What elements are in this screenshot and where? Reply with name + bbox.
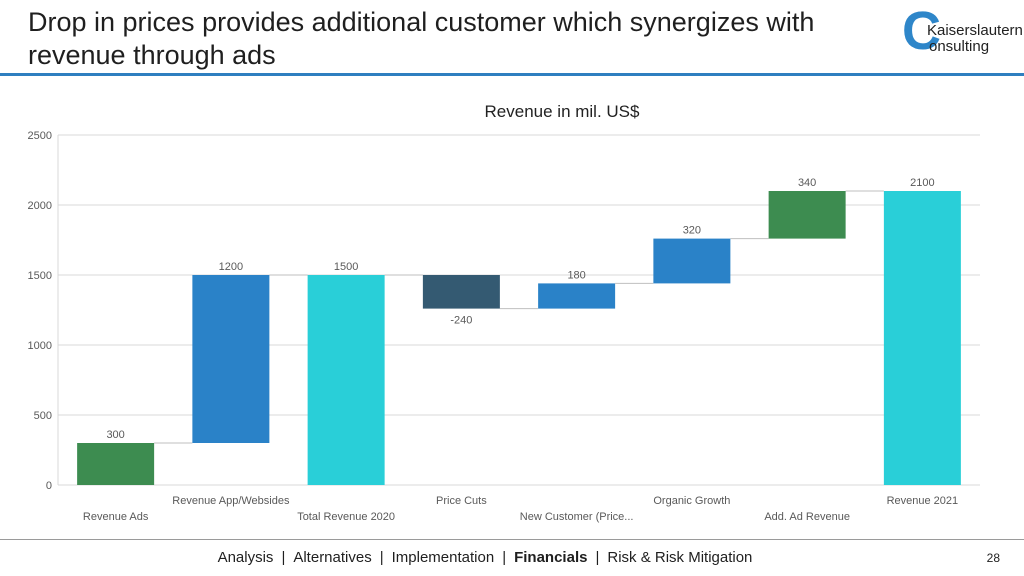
nav-separator: | — [379, 549, 384, 566]
nav-item-implementation[interactable]: Implementation — [391, 549, 495, 566]
y-tick-label: 500 — [34, 410, 52, 422]
data-label: 1200 — [219, 261, 243, 273]
company-logo: C Kaiserslautern onsulting — [902, 4, 1023, 60]
bar — [192, 275, 270, 443]
category-label: Revenue App/Websides — [172, 495, 290, 507]
nav-item-financials[interactable]: Financials — [514, 549, 588, 566]
slide-title: Drop in prices provides additional custo… — [28, 7, 815, 70]
category-label: New Customer (Price... — [520, 511, 634, 523]
bar — [768, 191, 846, 239]
nav-separator: | — [502, 549, 507, 566]
category-label: Price Cuts — [436, 495, 487, 507]
category-label: Add. Ad Revenue — [764, 511, 850, 523]
bar — [538, 283, 616, 309]
y-tick-label: 2000 — [28, 200, 52, 212]
bar — [422, 275, 500, 309]
data-label: 1500 — [334, 261, 358, 273]
data-label: 2100 — [910, 177, 934, 189]
nav-item-alternatives[interactable]: Alternatives — [293, 549, 372, 566]
nav-item-risk[interactable]: Risk & Risk Mitigation — [607, 549, 753, 566]
footer-divider — [0, 539, 1024, 540]
bar — [307, 275, 385, 485]
category-label: Revenue Ads — [83, 511, 149, 523]
data-label: 340 — [798, 177, 816, 189]
logo-line-1: Kaiserslautern — [927, 22, 1023, 39]
title-divider — [0, 73, 1024, 76]
logo-line-2: onsulting — [929, 38, 990, 55]
chart-title: Revenue in mil. US$ — [485, 102, 641, 121]
data-label: -240 — [450, 315, 472, 327]
category-label: Total Revenue 2020 — [297, 511, 395, 523]
section-nav: Analysis | Alternatives | Implementation | Fin… — [0, 549, 970, 566]
y-tick-label: 1000 — [28, 340, 52, 352]
logo-letter: C — [902, 1, 941, 61]
waterfall-chart: Revenue in mil. US$ 0 500 1000 1500 2000 2500 3… — [28, 102, 980, 523]
y-tick-label: 1500 — [28, 270, 52, 282]
data-label: 180 — [567, 269, 585, 281]
nav-separator: | — [281, 549, 286, 566]
category-label: Organic Growth — [653, 495, 730, 507]
data-label: 300 — [106, 429, 124, 441]
nav-item-analysis[interactable]: Analysis — [217, 549, 274, 566]
y-tick-label: 0 — [46, 480, 52, 492]
bar — [883, 191, 961, 485]
bar — [653, 238, 731, 284]
page-number: 28 — [986, 551, 1000, 565]
bar — [77, 443, 155, 485]
y-tick-label: 2500 — [28, 130, 52, 142]
nav-separator: | — [595, 549, 600, 566]
category-label: Revenue 2021 — [887, 495, 959, 507]
data-label: 320 — [683, 225, 701, 237]
